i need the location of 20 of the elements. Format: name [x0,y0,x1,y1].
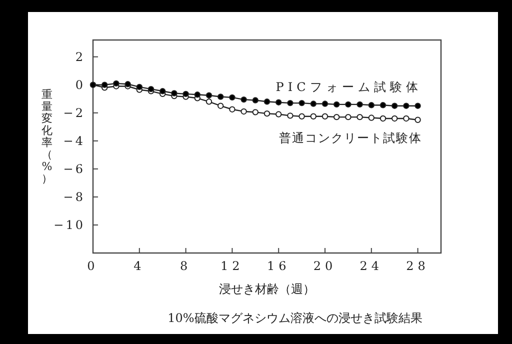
y-tick-label: −10 [54,218,85,232]
y-tick-label: −2 [63,106,85,120]
x-tick-label: 8 [180,259,192,273]
y-tick-label: −4 [63,134,85,148]
y-tick-label: −6 [63,162,85,176]
y-tick-label: −8 [63,190,85,204]
y-tick-label: 2 [75,50,85,64]
series-label: 普通コンクリート試験体 [278,130,422,145]
x-axis-title: 浸せき材齢（週） [219,282,315,296]
y-tick-label: 0 [75,78,85,92]
y-axis-title: 重量変化率（%） [42,88,52,185]
x-tick-label: 0 [87,259,99,273]
series-label: PICフォーム試験体 [276,80,422,94]
x-tick-label: 28 [406,259,430,273]
x-tick-label: 20 [313,259,337,273]
x-tick-label: 12 [220,259,244,273]
text: 10%硫酸マグネシウム溶液への浸せき試験結果 [168,311,422,325]
x-tick-label: 16 [266,259,290,273]
x-tick-label: 4 [134,259,146,273]
x-tick-label: 24 [360,259,384,273]
